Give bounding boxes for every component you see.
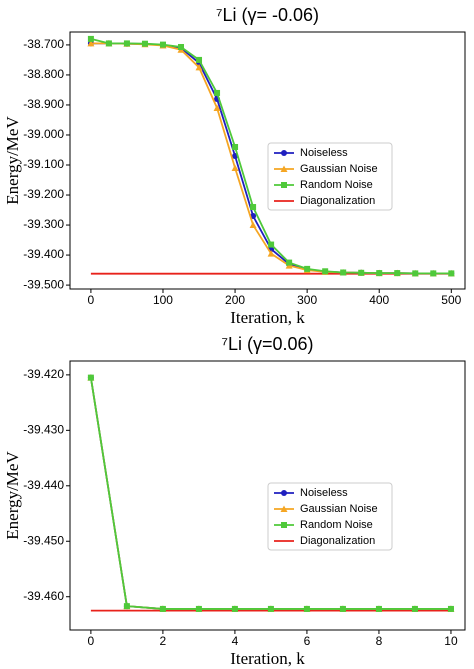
marker [196, 56, 203, 63]
marker [159, 605, 166, 612]
legend-label: Random Noise [300, 179, 373, 191]
marker [267, 250, 275, 257]
y-tick-label: -39.300 [23, 217, 64, 231]
marker [430, 270, 437, 277]
y-tick-label: -39.450 [23, 533, 64, 547]
marker [322, 268, 329, 275]
legend-label: Noiseless [300, 487, 348, 499]
x-tick-label: 8 [376, 634, 383, 648]
marker [123, 603, 130, 610]
y-tick-label: -38.800 [23, 67, 64, 81]
x-axis-label: Iteration, k [230, 649, 305, 668]
marker [87, 374, 94, 381]
x-tick-label: 10 [444, 634, 458, 648]
y-tick-label: -39.440 [23, 478, 64, 492]
x-tick-label: 0 [88, 634, 95, 648]
marker [411, 605, 418, 612]
x-axis-label: Iteration, k [230, 308, 305, 327]
legend-marker [281, 182, 287, 188]
legend-marker [281, 490, 287, 496]
marker [249, 221, 257, 229]
legend-label: Random Noise [300, 519, 373, 531]
y-tick-label: -39.200 [23, 187, 64, 201]
marker [376, 270, 383, 277]
x-tick-label: 400 [369, 293, 389, 307]
marker [213, 104, 221, 111]
legend-label: Noiseless [300, 147, 348, 159]
plot-frame [69, 31, 466, 290]
marker [268, 241, 275, 248]
marker [178, 44, 185, 51]
marker [159, 41, 166, 48]
marker [339, 605, 346, 612]
marker [250, 204, 257, 211]
marker [195, 63, 203, 71]
legend-marker [280, 505, 288, 512]
marker [141, 40, 148, 47]
x-tick-label: 200 [225, 293, 245, 307]
legend-label: Gaussian Noise [300, 503, 378, 515]
x-tick-label: 4 [232, 634, 239, 648]
marker [412, 270, 419, 277]
marker [231, 605, 238, 612]
chart-title: ⁷Li (γ= -0.06) [216, 5, 319, 25]
legend-marker [281, 150, 287, 156]
y-axis-label: Energy/MeV [3, 116, 22, 205]
marker [375, 605, 382, 612]
marker [195, 605, 202, 612]
x-tick-label: 2 [160, 634, 167, 648]
x-tick-label: 500 [441, 293, 461, 307]
chart-title: ⁷Li (γ=0.06) [221, 334, 313, 354]
legend-label: Diagonalization [300, 195, 375, 207]
y-axis-label: Energy/MeV [3, 451, 22, 540]
marker [87, 39, 95, 47]
plot-frame [69, 360, 466, 631]
marker [340, 269, 347, 276]
y-tick-label: -38.700 [23, 37, 64, 51]
marker [87, 35, 94, 42]
marker [358, 269, 365, 276]
y-tick-label: -39.430 [23, 423, 64, 437]
marker [448, 270, 455, 277]
marker [214, 89, 221, 96]
legend-box [267, 142, 393, 211]
marker [447, 605, 454, 612]
x-tick-label: 0 [88, 293, 95, 307]
y-tick-label: -39.100 [23, 157, 64, 171]
y-tick-label: -38.900 [23, 97, 64, 111]
marker [286, 259, 293, 266]
y-tick-label: -39.420 [23, 367, 64, 381]
marker [232, 143, 239, 150]
marker [303, 605, 310, 612]
marker [105, 40, 112, 47]
legend-label: Diagonalization [300, 535, 375, 547]
legend-label: Gaussian Noise [300, 163, 378, 175]
marker [231, 164, 239, 172]
x-tick-label: 300 [297, 293, 317, 307]
x-tick-label: 6 [304, 634, 311, 648]
y-tick-label: -39.000 [23, 127, 64, 141]
y-tick-label: -39.400 [23, 247, 64, 261]
marker [267, 605, 274, 612]
marker [304, 265, 311, 272]
y-tick-label: -39.500 [23, 277, 64, 291]
y-tick-label: -39.460 [23, 589, 64, 603]
marker [394, 270, 401, 277]
marker [123, 40, 130, 47]
legend-marker [280, 165, 288, 172]
legend-marker [281, 522, 287, 528]
legend-box [267, 482, 393, 551]
x-tick-label: 100 [153, 293, 173, 307]
